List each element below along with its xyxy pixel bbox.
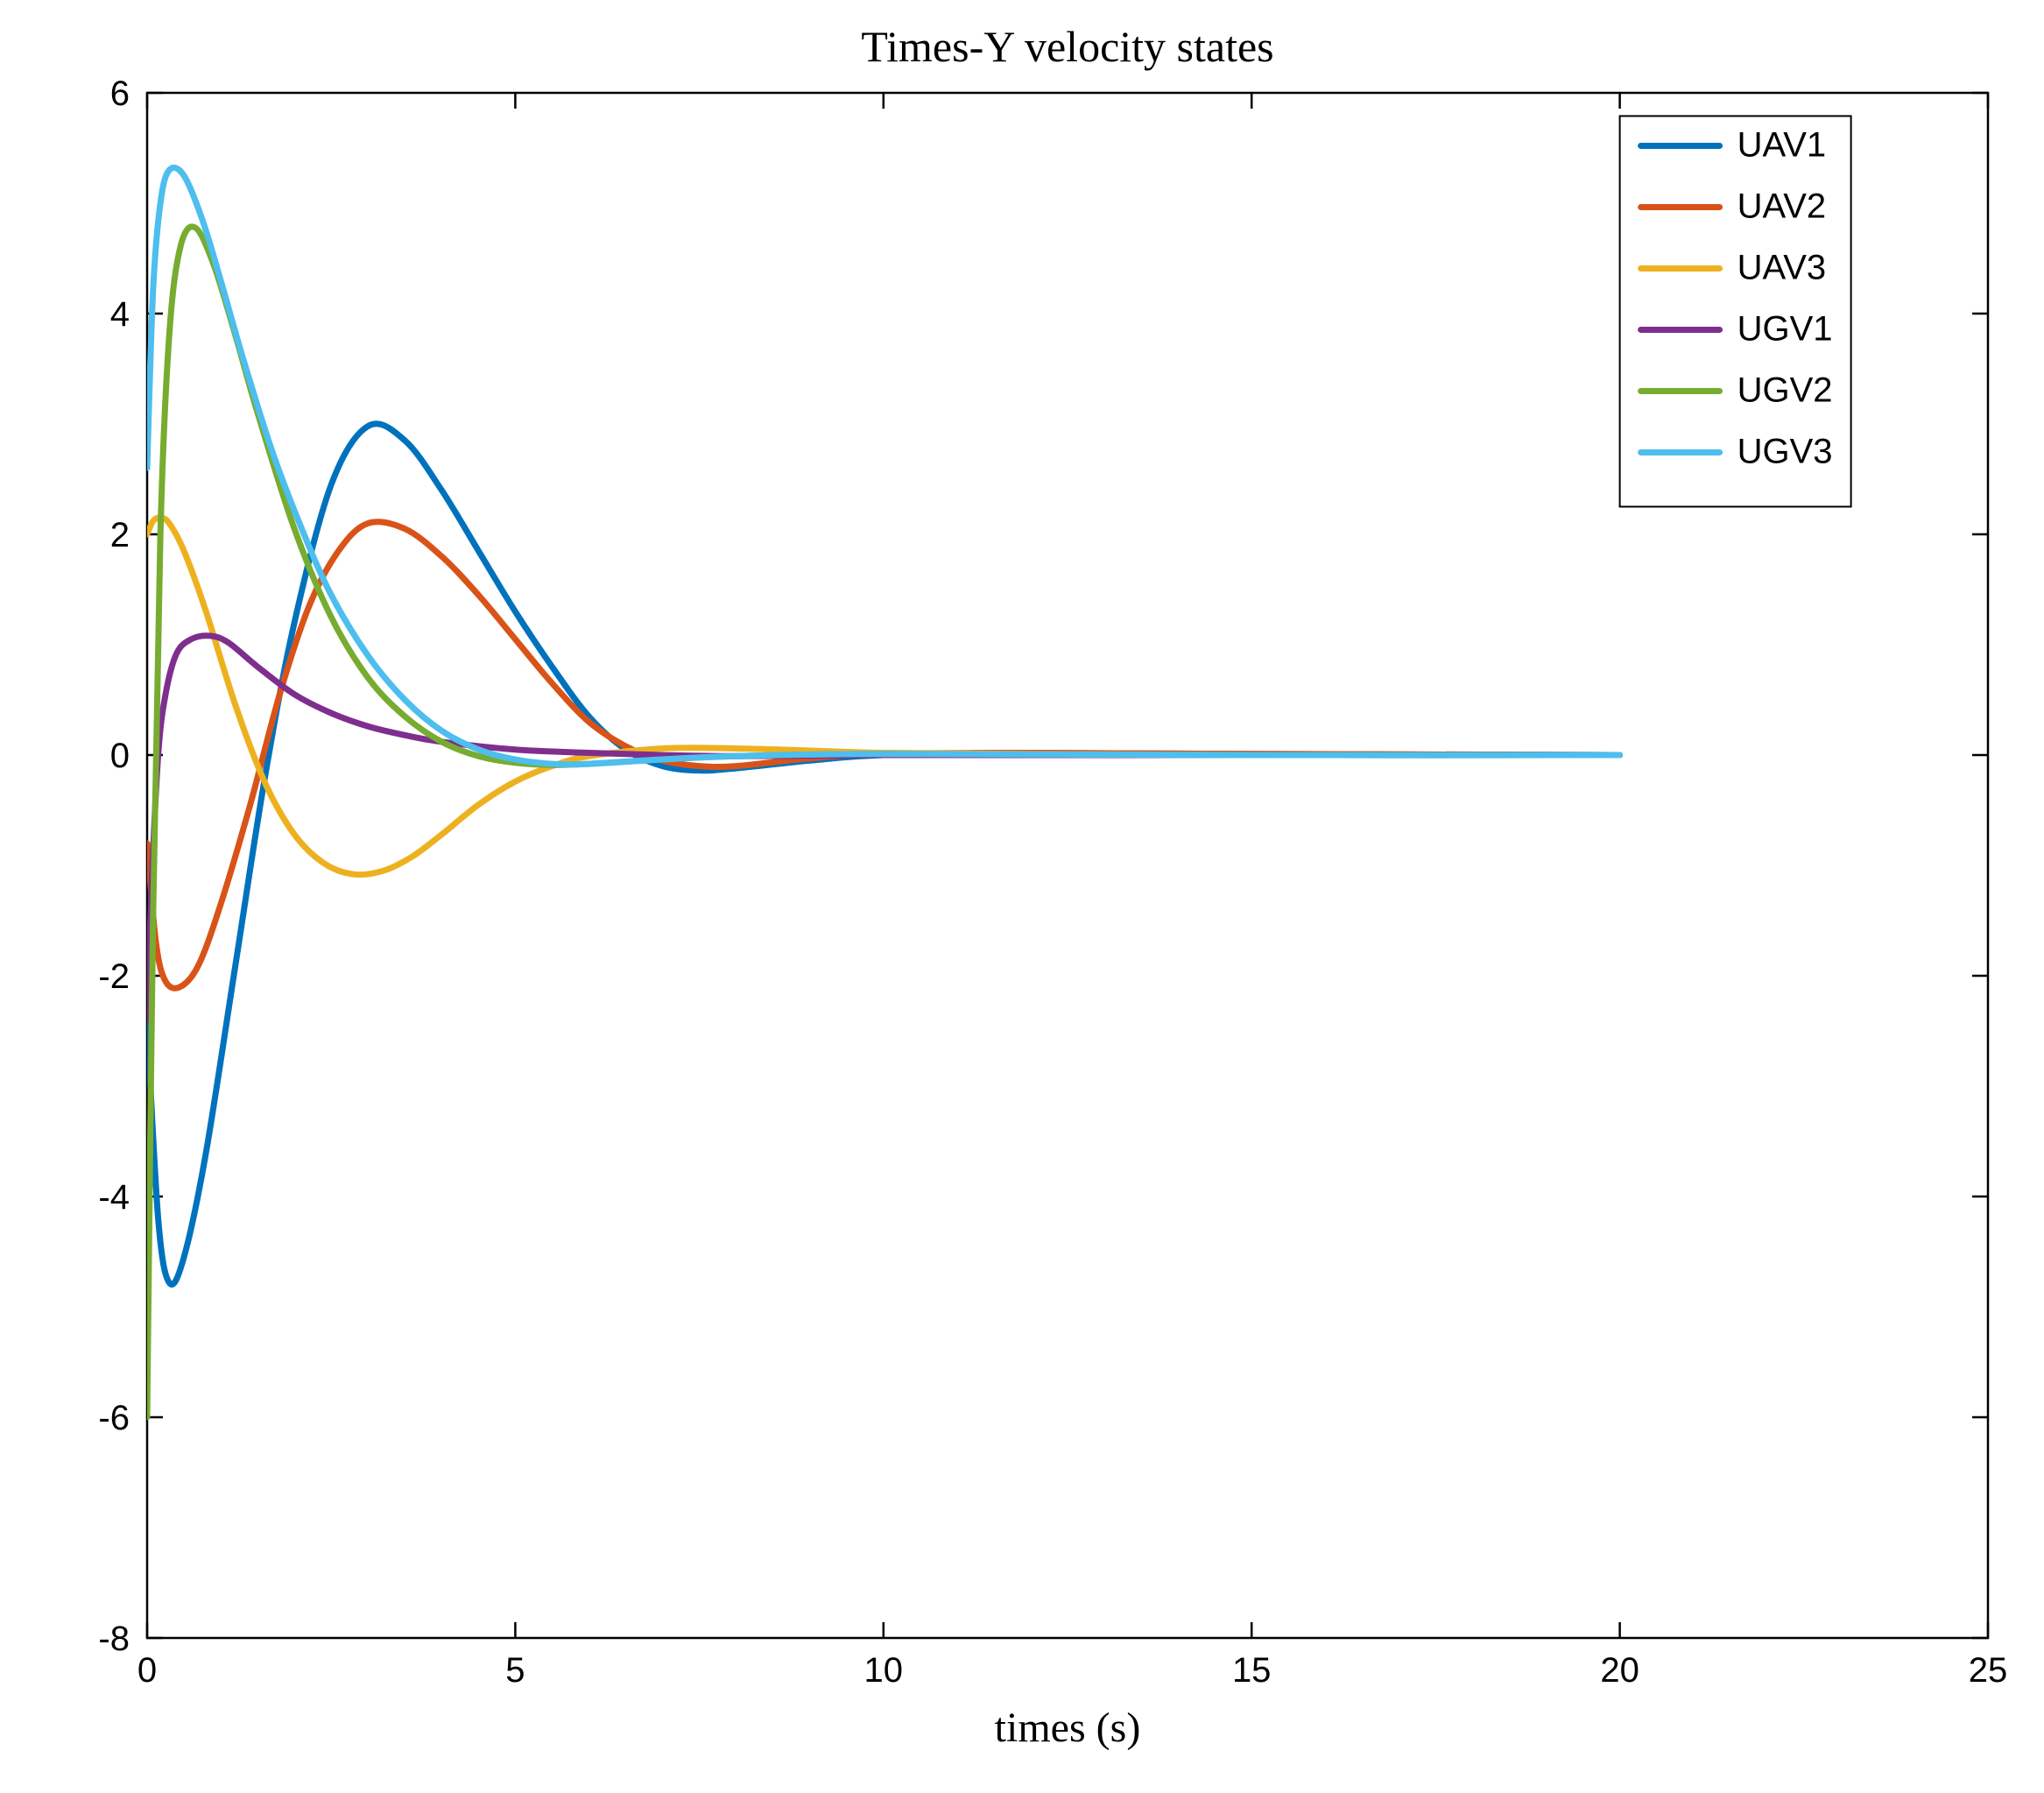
y-tick-label: 6 [110,74,130,113]
y-tick-label: 4 [110,295,130,334]
legend-label: UAV1 [1737,125,1827,164]
legend-label: UAV3 [1737,248,1827,286]
y-tick-label: -2 [98,957,130,996]
chart-title: Times-Y velocity states [861,22,1273,71]
x-tick-label: 0 [137,1651,157,1690]
y-tick-label: -4 [98,1178,130,1217]
x-tick-label: 5 [505,1651,525,1690]
x-tick-label: 20 [1600,1651,1639,1690]
y-tick-label: -8 [98,1620,130,1658]
legend-label: UGV1 [1737,309,1833,348]
chart-svg: 0 5 10 15 20 25 -8 -6 -4 -2 0 2 4 6 Times-Y velocity s… [0,0,2044,1793]
x-tick-label: 25 [1969,1651,2008,1690]
x-tick-label: 10 [864,1651,904,1690]
y-tick-label: -6 [98,1399,130,1437]
y-tick-label: 0 [110,737,130,775]
y-tick-label: 2 [110,516,130,554]
legend-label: UGV3 [1737,432,1833,470]
legend-label: UAV2 [1737,187,1827,225]
x-tick-label: 15 [1232,1651,1272,1690]
chart-container: 0 5 10 15 20 25 -8 -6 -4 -2 0 2 4 6 Times-Y velocity s… [0,0,2044,1793]
legend: UAV1 UAV2 UAV3 UGV1 UGV2 UGV3 [1620,116,1851,506]
x-axis-label: times (s) [995,1705,1141,1751]
legend-label: UGV2 [1737,371,1833,409]
